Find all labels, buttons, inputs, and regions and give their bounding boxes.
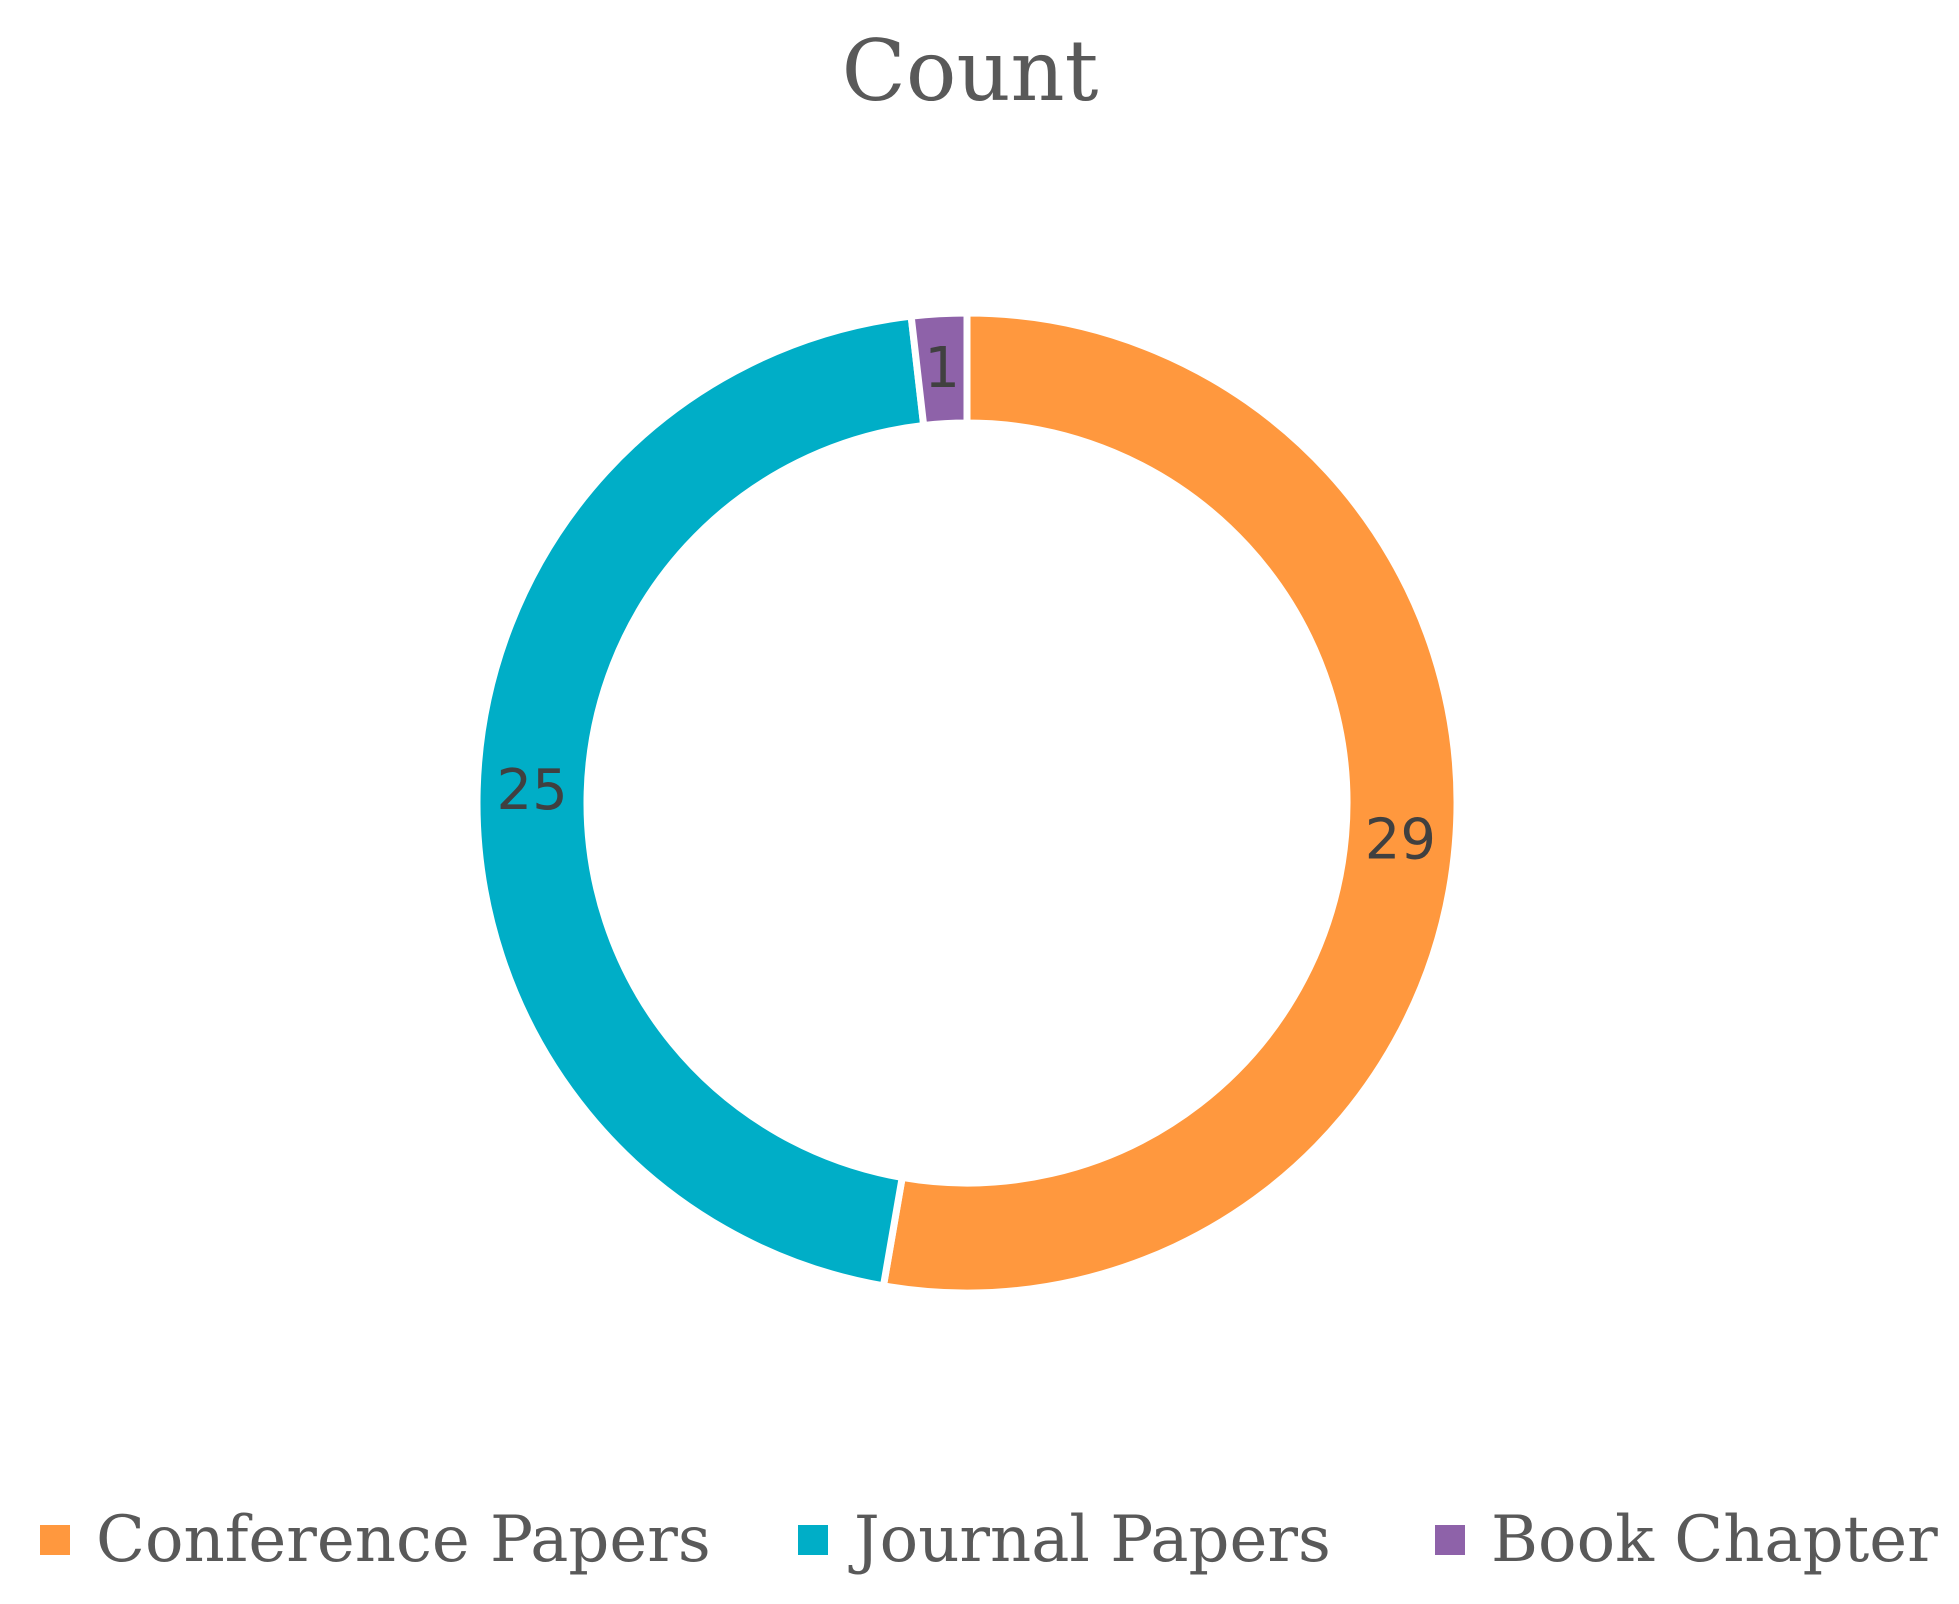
legend-swatch-journal-papers <box>798 1525 828 1555</box>
slice-conference-papers <box>879 309 1461 1297</box>
legend-item-conference-papers: Conference Papers <box>40 1490 711 1590</box>
data-label-book-chapter: 1 <box>924 336 960 401</box>
legend-item-journal-papers: Journal Papers <box>798 1490 1331 1590</box>
chart-legend: Conference Papers Journal Papers Book Ch… <box>0 1490 1959 1590</box>
legend-swatch-conference-papers <box>40 1525 70 1555</box>
legend-label-journal-papers: Journal Papers <box>854 1503 1331 1577</box>
legend-swatch-book-chapter <box>1435 1525 1465 1555</box>
slice-book-chapter <box>907 309 971 430</box>
data-label-journal-papers: 25 <box>497 758 568 823</box>
legend-label-conference-papers: Conference Papers <box>96 1503 711 1577</box>
donut-slices <box>473 309 1461 1297</box>
data-label-conference-papers: 29 <box>1365 808 1436 873</box>
chart-title: Count <box>841 22 1099 120</box>
legend-label-book-chapter: Book Chapter <box>1491 1503 1938 1577</box>
legend-item-book-chapter: Book Chapter <box>1435 1490 1938 1590</box>
slice-journal-papers <box>473 312 928 1290</box>
donut-data-labels: 29 25 1 <box>497 336 1436 873</box>
